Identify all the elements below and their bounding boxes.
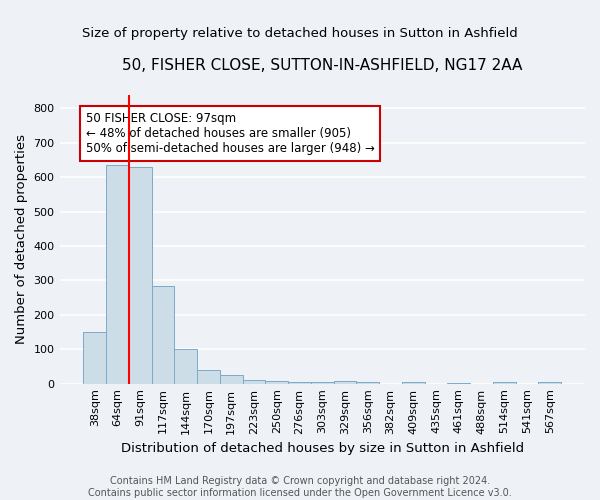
Bar bbox=[242, 380, 265, 384]
Bar bbox=[402, 382, 425, 384]
Bar bbox=[311, 382, 334, 384]
Bar bbox=[220, 375, 242, 384]
Bar bbox=[448, 382, 470, 384]
Bar bbox=[356, 382, 379, 384]
Bar bbox=[334, 381, 356, 384]
Bar bbox=[83, 332, 106, 384]
Text: Contains HM Land Registry data © Crown copyright and database right 2024.
Contai: Contains HM Land Registry data © Crown c… bbox=[88, 476, 512, 498]
Bar bbox=[538, 382, 561, 384]
Bar bbox=[129, 167, 152, 384]
Y-axis label: Number of detached properties: Number of detached properties bbox=[15, 134, 28, 344]
Bar bbox=[152, 286, 175, 384]
Bar bbox=[175, 350, 197, 384]
Bar bbox=[197, 370, 220, 384]
Bar bbox=[493, 382, 515, 384]
Text: 50 FISHER CLOSE: 97sqm
← 48% of detached houses are smaller (905)
50% of semi-de: 50 FISHER CLOSE: 97sqm ← 48% of detached… bbox=[86, 112, 374, 154]
Text: Size of property relative to detached houses in Sutton in Ashfield: Size of property relative to detached ho… bbox=[82, 28, 518, 40]
X-axis label: Distribution of detached houses by size in Sutton in Ashfield: Distribution of detached houses by size … bbox=[121, 442, 524, 455]
Bar bbox=[106, 165, 129, 384]
Bar bbox=[265, 381, 288, 384]
Title: 50, FISHER CLOSE, SUTTON-IN-ASHFIELD, NG17 2AA: 50, FISHER CLOSE, SUTTON-IN-ASHFIELD, NG… bbox=[122, 58, 523, 72]
Bar bbox=[288, 382, 311, 384]
